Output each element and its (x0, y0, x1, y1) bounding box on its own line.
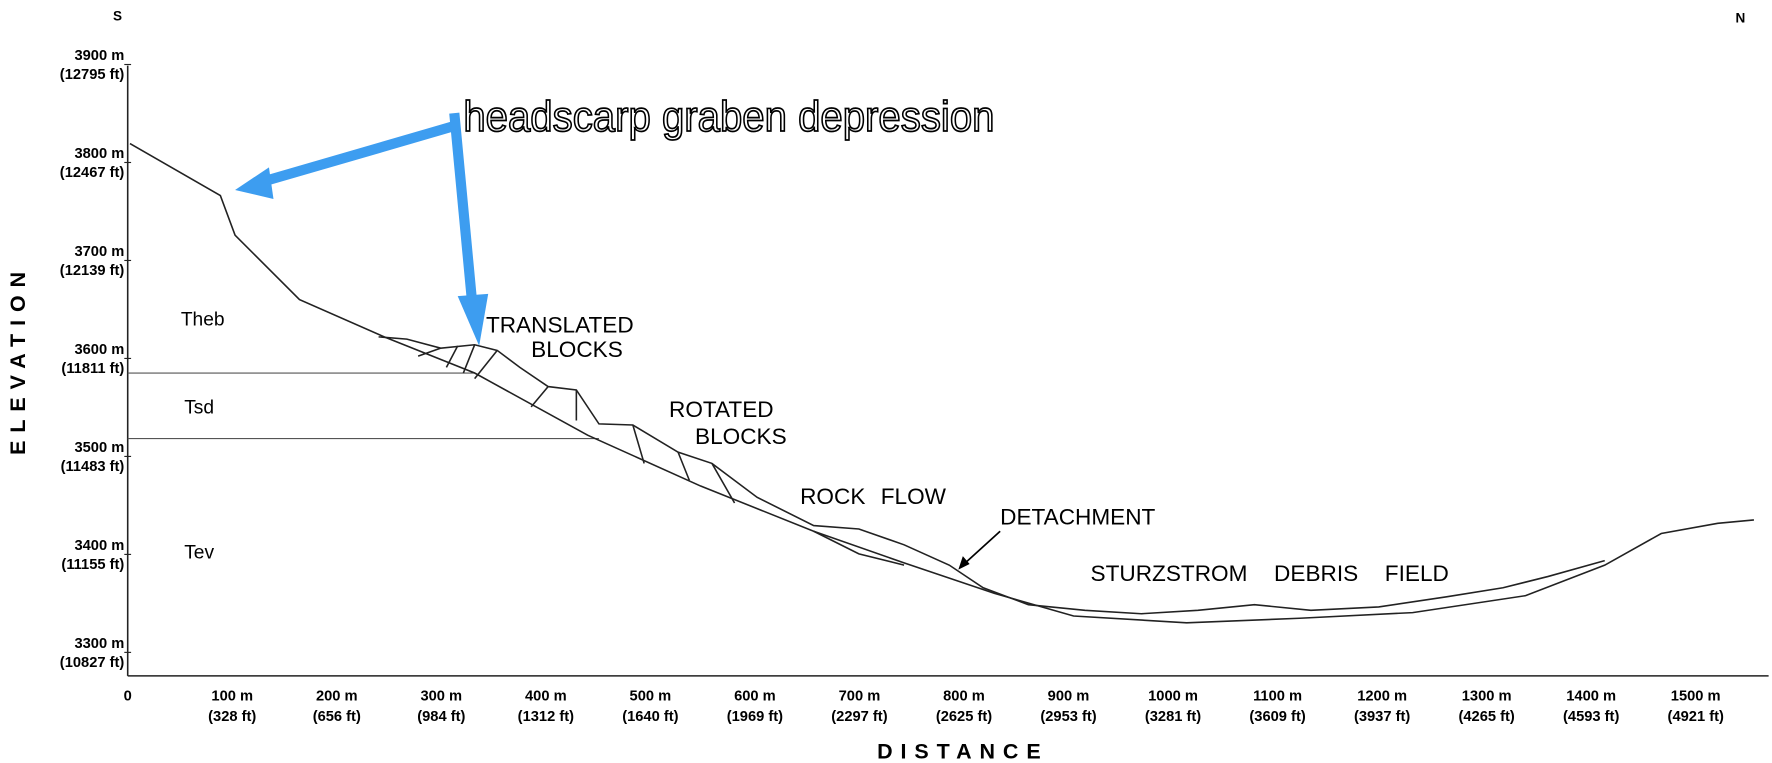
slide-blocks (378, 336, 1605, 615)
x-tick-label: 100 m (211, 689, 253, 705)
y-tick-label: (11155 ft) (61, 557, 124, 573)
y-tick-label: (12467 ft) (60, 165, 125, 181)
x-tick-label: 1300 m (1462, 689, 1512, 705)
x-tick-label: (2297 ft) (831, 709, 887, 725)
annotation: TRANSLATED (486, 312, 634, 337)
x-tick-label: (1969 ft) (727, 709, 783, 725)
x-tick-label: (656 ft) (313, 709, 361, 725)
x-tick-label: 0 (124, 689, 132, 705)
y-tick-label: 3500 m (74, 440, 124, 456)
x-tick-label: 1400 m (1566, 689, 1616, 705)
x-tick-label: (3609 ft) (1249, 709, 1305, 725)
annotation: DETACHMENT (1000, 504, 1155, 529)
north-label: N (1735, 11, 1745, 26)
x-tick-label: (3281 ft) (1145, 709, 1201, 725)
x-tick-label: 1000 m (1148, 689, 1198, 705)
south-label: S (113, 8, 122, 23)
x-tick-label: (2953 ft) (1040, 709, 1096, 725)
y-tick-label: (11811 ft) (61, 361, 124, 377)
unit-label: Theb (181, 310, 225, 331)
y-tick-label: 3700 m (74, 244, 124, 260)
y-tick-label: 3400 m (74, 538, 124, 554)
x-tick-label: 900 m (1048, 689, 1090, 705)
x-tick-label: 700 m (839, 689, 881, 705)
x-tick-label: 800 m (943, 689, 985, 705)
y-tick-label: (10827 ft) (60, 655, 125, 671)
x-tick-label: 400 m (525, 689, 567, 705)
y-tick-label: (12795 ft) (60, 67, 125, 83)
y-tick-label: 3600 m (74, 342, 124, 358)
x-tick-label: (1640 ft) (622, 709, 678, 725)
callout-arrowhead (457, 293, 489, 346)
pointer-head (958, 556, 970, 570)
y-tick-label: (12139 ft) (60, 263, 125, 279)
y-tick-label: (11483 ft) (61, 459, 125, 475)
x-tick-label: (984 ft) (417, 709, 465, 725)
y-tick-label: 3800 m (74, 146, 124, 162)
x-axis-title: DISTANCE (877, 739, 1048, 763)
x-tick-label: 200 m (316, 689, 358, 705)
x-tick-label: (3937 ft) (1354, 709, 1410, 725)
y-axis-title: ELEVATION (6, 264, 30, 455)
x-tick-label: 1200 m (1357, 689, 1407, 705)
pointer (962, 530, 1001, 566)
annotation: ROCK FLOW (800, 484, 947, 509)
x-tick-label: (1312 ft) (518, 709, 574, 725)
y-tick-label: 3900 m (74, 48, 124, 64)
callout-arrow (256, 121, 454, 189)
callout-arrow (449, 112, 478, 306)
x-tick-label: (328 ft) (208, 709, 256, 725)
annotation: BLOCKS (695, 424, 787, 449)
block-faults (417, 344, 905, 566)
x-tick-label: (4921 ft) (1668, 709, 1724, 725)
x-tick-label: 600 m (734, 689, 776, 705)
ground-profile (129, 142, 1754, 624)
x-tick-label: 1500 m (1671, 689, 1721, 705)
y-tick-label: 3300 m (74, 636, 124, 652)
x-tick-label: 300 m (420, 689, 462, 705)
x-tick-label: 1100 m (1253, 689, 1302, 705)
x-tick-label: (2625 ft) (936, 709, 992, 725)
x-tick-label: 500 m (630, 689, 672, 705)
unit-label: Tev (184, 542, 214, 563)
callout-text: headscarp graben depression (463, 93, 994, 141)
unit-label: Tsd (184, 398, 214, 419)
annotation: STURZSTROM DEBRIS FIELD (1091, 561, 1449, 586)
x-tick-label: (4265 ft) (1458, 709, 1514, 725)
annotation: ROTATED (669, 397, 774, 422)
callout-arrowhead (235, 167, 274, 199)
x-tick-label: (4593 ft) (1563, 709, 1619, 725)
annotation: BLOCKS (531, 337, 623, 362)
